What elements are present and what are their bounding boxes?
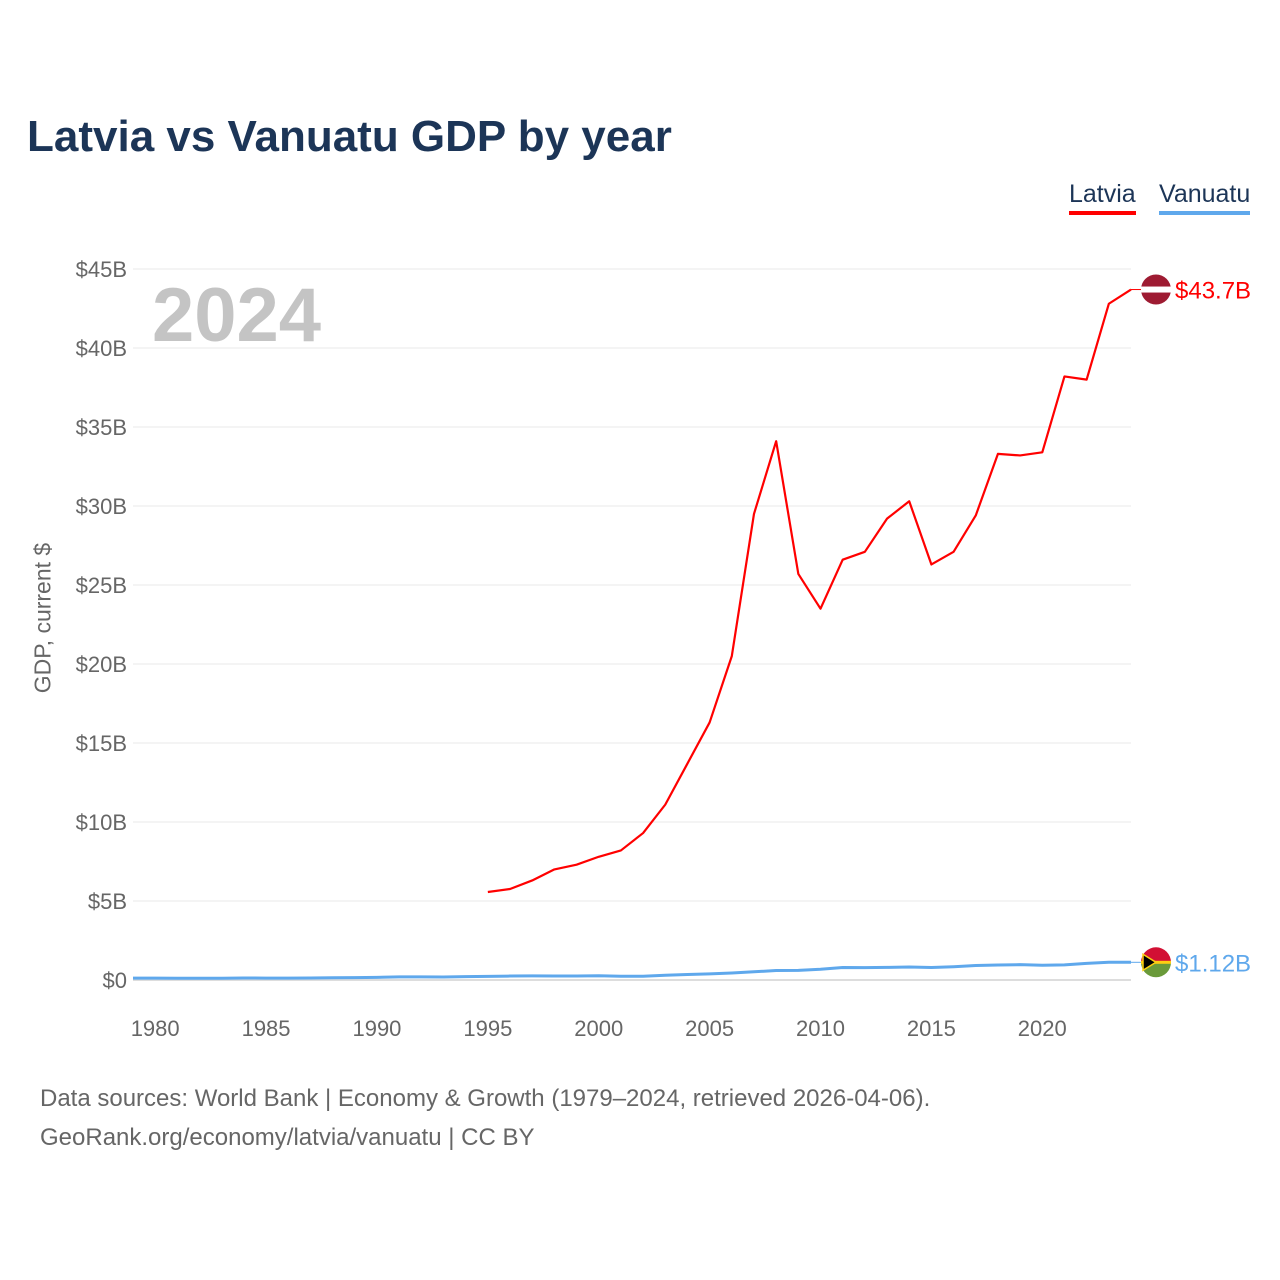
x-tick-label: 1985 — [242, 1016, 291, 1041]
series-line-latvia — [487, 288, 1132, 894]
end-value-label: $43.7B — [1175, 278, 1251, 305]
source-line-1: Data sources: World Bank | Economy & Gro… — [40, 1085, 931, 1112]
vanuatu-flag-triangle — [1142, 952, 1158, 972]
x-tick-label: 1990 — [352, 1016, 401, 1041]
y-tick-label: $15B — [76, 731, 127, 756]
legend-latvia[interactable]: Latvia — [1069, 180, 1136, 215]
x-tick-label: 1980 — [131, 1016, 180, 1041]
y-tick-label: $20B — [76, 652, 127, 677]
current-year-label: 2024 — [152, 273, 322, 358]
y-tick-label: $5B — [88, 889, 127, 914]
series-line-vanuatu — [133, 960, 1131, 980]
chart-title: Latvia vs Vanuatu GDP by year — [27, 112, 672, 161]
x-tick-label: 2020 — [1018, 1016, 1067, 1041]
y-axis-label: GDP, current $ — [29, 542, 56, 694]
y-tick-label: $30B — [76, 494, 127, 519]
y-tick-label: $45B — [76, 257, 127, 282]
legend-vanuatu[interactable]: Vanuatu — [1159, 180, 1251, 215]
x-tick-label: 2010 — [796, 1016, 845, 1041]
y-tick-label: $40B — [76, 336, 127, 361]
y-tick-label: $35B — [76, 415, 127, 440]
x-tick-label: 2000 — [574, 1016, 623, 1041]
x-tick-label: 1995 — [463, 1016, 512, 1041]
x-tick-label: 2015 — [907, 1016, 956, 1041]
end-value-label: $1.12B — [1175, 950, 1251, 977]
y-tick-label: $25B — [76, 573, 127, 598]
y-tick-label: $10B — [76, 810, 127, 835]
source-line-2: GeoRank.org/economy/latvia/vanuatu | CC … — [40, 1124, 535, 1151]
latvia-flag-stripe — [1141, 286, 1171, 293]
y-tick-label: $0 — [103, 968, 127, 993]
x-tick-label: 2005 — [685, 1016, 734, 1041]
